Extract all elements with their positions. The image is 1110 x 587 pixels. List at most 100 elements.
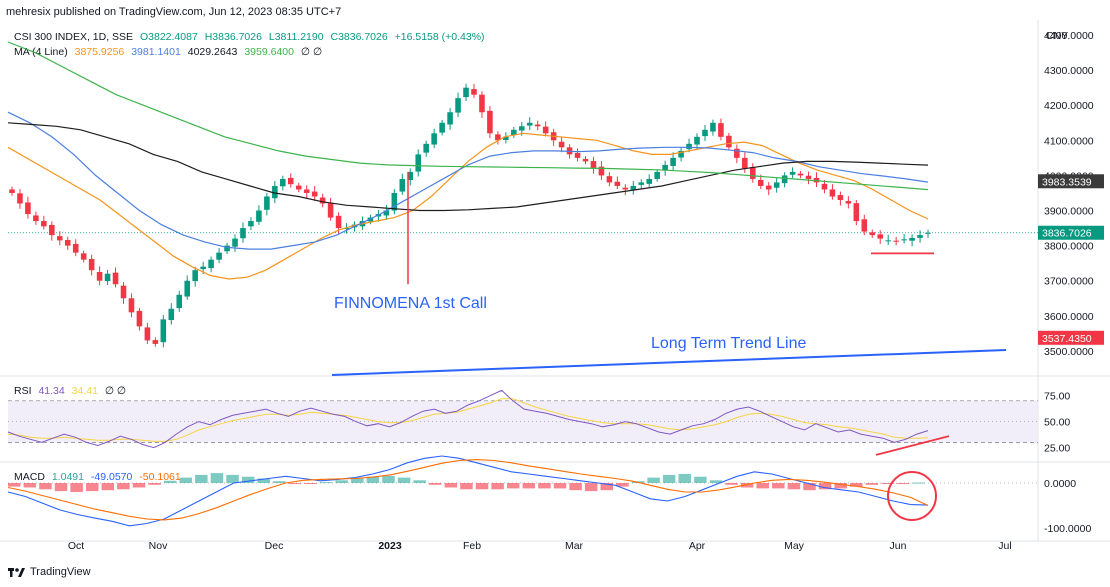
- ma-value-2: 3981.1401: [131, 46, 181, 58]
- macd-hist-bar: [818, 483, 832, 490]
- macd-hist-bar: [896, 483, 910, 484]
- rsi-label[interactable]: RSI: [14, 385, 32, 397]
- macd-hist-bar: [319, 482, 333, 484]
- price-tag-label: 3836.7026: [1042, 228, 1092, 240]
- candle-body: [311, 191, 318, 197]
- price-tick-label: 3700.0000: [1044, 276, 1094, 288]
- macd-hist-bar: [444, 483, 458, 488]
- candle-body: [120, 285, 127, 299]
- candle-body: [662, 164, 668, 171]
- candle-body: [176, 294, 183, 309]
- macd-hist-bar: [756, 483, 769, 489]
- macd-hist-bar: [101, 483, 115, 491]
- macd-hist-bar: [241, 476, 255, 483]
- candle-body: [638, 182, 645, 185]
- ohlc-close: C3836.7026: [330, 31, 388, 43]
- candle-body: [901, 239, 907, 241]
- candle-body: [797, 173, 804, 176]
- candle-body: [877, 234, 884, 239]
- macd-highlight-circle: [887, 471, 937, 521]
- price-tick-label: 4100.0000: [1044, 135, 1094, 147]
- candle-body: [694, 136, 700, 145]
- macd-hist-bar: [475, 483, 489, 490]
- candle-body: [829, 189, 836, 197]
- candle-body: [112, 272, 119, 285]
- candle-body: [367, 217, 374, 222]
- macd-hist-bar: [850, 483, 863, 487]
- candle-body: [168, 308, 175, 321]
- footer-brand[interactable]: TradingView: [8, 566, 91, 578]
- candle-body: [582, 158, 589, 162]
- candle-body: [399, 178, 406, 192]
- macd-hist-bar: [8, 483, 21, 487]
- candle-body: [216, 252, 222, 260]
- candle-body: [335, 215, 342, 229]
- rsi-band: [8, 400, 1038, 443]
- candle-body: [391, 192, 398, 211]
- ma-value-4: 3959.6400: [244, 46, 294, 58]
- candle-body: [909, 237, 915, 241]
- price-tick-label: 4000.0000: [1044, 170, 1094, 182]
- candle-body: [17, 193, 23, 204]
- macd-hist-bar: [257, 478, 270, 483]
- candle-body: [670, 157, 676, 166]
- price-tick-label: 4300.0000: [1044, 65, 1094, 77]
- candle-body: [550, 132, 557, 141]
- candle-body: [718, 123, 724, 137]
- candle-body: [232, 238, 238, 247]
- candle-body: [287, 177, 294, 185]
- candle-body: [869, 232, 876, 236]
- ma-legend-name[interactable]: MA (4 Line): [14, 46, 68, 58]
- candle-body: [160, 319, 167, 343]
- macd-hist-bar: [912, 482, 925, 484]
- candle-body: [240, 228, 246, 239]
- long-term-trend-line: [331, 349, 1007, 376]
- macd-hist-bar: [351, 478, 364, 483]
- macd-hist-bar: [553, 483, 567, 489]
- macd-hist-bar: [117, 483, 130, 490]
- rsi-tick-label: 50.00: [1044, 417, 1070, 429]
- ma-line: [7, 132, 929, 280]
- price-tick-label: 4200.0000: [1044, 100, 1094, 112]
- macd-hist-bar: [70, 483, 83, 492]
- macd-hist-bar: [709, 480, 723, 483]
- macd-signal-value: -50.1061: [139, 471, 181, 483]
- candle-body: [837, 195, 844, 200]
- rsi-divergence-line: [875, 435, 950, 456]
- candle-body: [375, 214, 382, 217]
- macd-hist-bar: [678, 474, 691, 483]
- candle-body: [805, 175, 812, 179]
- rsi-line: [7, 389, 929, 449]
- macd-line: [7, 455, 929, 527]
- macd-hist-bar: [881, 483, 894, 484]
- candle-body: [415, 154, 422, 172]
- macd-hist-bar: [382, 475, 395, 483]
- candle-body: [128, 298, 135, 313]
- macd-hist-bar: [366, 476, 380, 483]
- macd-label[interactable]: MACD: [14, 471, 45, 483]
- macd-hist-bar: [538, 483, 551, 489]
- candle-body: [56, 236, 63, 241]
- candle-body: [272, 185, 278, 199]
- macd-hist-bar: [335, 480, 348, 483]
- candle-body: [383, 210, 390, 216]
- candle-body: [359, 221, 366, 227]
- macd-hist-bar: [616, 483, 629, 487]
- candle-body: [280, 178, 286, 187]
- candle-body: [423, 143, 429, 153]
- time-axis-label: Jul: [998, 540, 1011, 552]
- time-axis-label: 2023: [378, 540, 402, 552]
- rsi-value: 41.34: [38, 385, 65, 397]
- ma-line: [7, 122, 929, 212]
- macd-hist-bar: [413, 480, 426, 483]
- candle-body: [630, 185, 637, 190]
- candle-body: [678, 150, 684, 158]
- macd-hist-bar: [647, 477, 660, 483]
- candle-body: [781, 175, 788, 184]
- macd-hist-bar: [148, 483, 161, 485]
- symbol-name[interactable]: CSI 300 INDEX, 1D, SSE: [14, 31, 134, 43]
- candle-body: [319, 197, 326, 204]
- candle-body: [471, 89, 477, 95]
- ohlc-change: +16.5158 (+0.43%): [394, 31, 485, 43]
- candle-body: [41, 221, 47, 227]
